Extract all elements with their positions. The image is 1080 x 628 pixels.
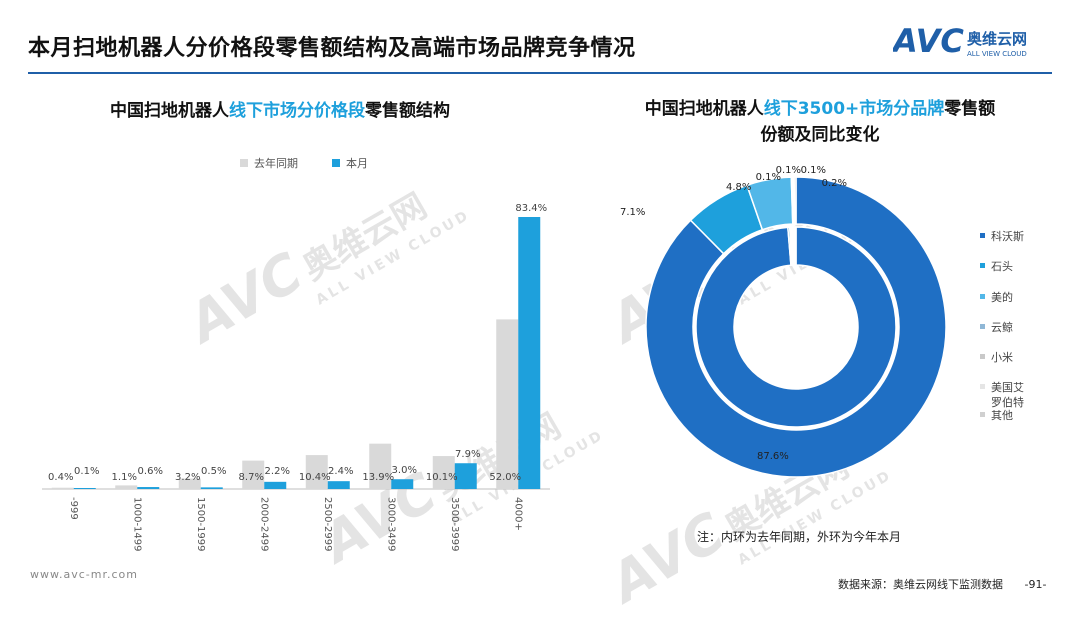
footer-website: www.avc-mr.com [30, 568, 138, 581]
bar-chart: 0.4%0.1% -999 1.1%0.6% 1000-1499 3.2%0.5% 150… [42, 203, 550, 552]
bar-label-this-month: 0.1% [74, 466, 99, 477]
bar-last-year [51, 487, 74, 489]
donut-legend-item: 其他 [980, 408, 1013, 423]
legend-swatch [332, 159, 340, 167]
donut-legend-item: 美的 [980, 290, 1013, 305]
legend-swatch [980, 324, 985, 329]
category-tick-label: 2500-2999 [322, 497, 333, 552]
legend-swatch [980, 233, 985, 238]
bar-label-this-month: 83.4% [515, 203, 547, 214]
donut-slice-label: 0.1% [776, 165, 801, 176]
bar-label-last-year: 52.0% [489, 472, 521, 483]
legend-label: 小米 [991, 351, 1013, 364]
bar-label-last-year: 3.2% [175, 472, 200, 483]
legend-label: 科沃斯 [991, 230, 1024, 243]
legend-swatch [980, 384, 985, 389]
bar-this-month [391, 479, 414, 489]
bar-this-month [137, 487, 160, 489]
legend-swatch [980, 263, 985, 268]
donut-legend-item: 云鲸 [980, 320, 1013, 335]
donut-legend-item: 科沃斯 [980, 229, 1024, 244]
category-tick-label: 3500-3999 [449, 497, 460, 552]
legend-item-this-month: 本月 [332, 155, 368, 171]
legend-label: 其他 [991, 409, 1013, 422]
page-title: 本月扫地机器人分价格段零售额结构及高端市场品牌竞争情况 [28, 36, 636, 61]
bar-last-year [305, 455, 328, 489]
bar-this-month [518, 217, 541, 489]
footer-source: 数据来源：奥维云网线下监测数据 -91- [838, 578, 1047, 591]
category-tick-label: 4000+ [512, 497, 523, 531]
page-number: -91- [1024, 578, 1047, 591]
legend-label: 美的 [991, 291, 1013, 304]
donut-slice-label: 0.1% [801, 165, 826, 176]
legend-swatch [980, 412, 985, 417]
donut-outer-slice [793, 176, 797, 225]
bar-this-month [327, 481, 350, 489]
bar-label-this-month: 2.2% [265, 466, 290, 477]
bar-last-year [178, 478, 201, 489]
legend-swatch [240, 159, 248, 167]
donut-chart-title: 中国扫地机器人线下3500+市场分品牌零售额 份额及同比变化 [644, 99, 996, 145]
bar-label-this-month: 3.0% [392, 465, 417, 476]
bar-this-month [73, 488, 96, 489]
bar-this-month [454, 463, 477, 489]
bar-last-year [115, 485, 138, 489]
category-tick-label: 1000-1499 [131, 497, 142, 552]
donut-inner-slice [793, 226, 797, 266]
bar-label-last-year: 10.1% [426, 472, 458, 483]
bar-last-year [432, 456, 455, 489]
bar-label-this-month: 0.6% [138, 466, 163, 477]
legend-label: 云鲸 [991, 321, 1013, 334]
donut-legend-item: 美国艾 罗伯特 [980, 380, 1024, 410]
bar-this-month [200, 487, 223, 489]
logo-en: ALL VIEW CLOUD [967, 50, 1027, 58]
bar-this-month [264, 481, 287, 489]
chart-note: 注：内环为去年同期，外环为今年本月 [697, 530, 902, 544]
bar-label-this-month: 0.5% [201, 466, 226, 477]
legend-swatch [980, 354, 985, 359]
title-rule [28, 72, 1052, 74]
category-tick-label: 3000-3499 [385, 497, 396, 552]
donut-inner-slice [695, 226, 897, 428]
donut-legend-item: 小米 [980, 350, 1013, 365]
donut-slice-label: 87.6% [757, 451, 789, 462]
donut-slice-label: 0.1% [756, 172, 781, 183]
bar-chart-title: 中国扫地机器人线下市场分价格段零售额结构 [110, 101, 450, 121]
bar-last-year [496, 319, 519, 489]
bar-label-last-year: 8.7% [239, 472, 264, 483]
donut-slice-label: 4.8% [726, 182, 751, 193]
bar-label-last-year: 13.9% [362, 472, 394, 483]
bar-label-last-year: 0.4% [48, 472, 73, 483]
category-tick-label: 2000-2499 [258, 497, 269, 552]
logo-cn: 奥维云网 [967, 30, 1027, 48]
legend-label: 石头 [991, 260, 1013, 273]
donut-slice-label: 7.1% [620, 207, 645, 218]
legend-swatch [980, 294, 985, 299]
legend-item-last-year: 去年同期 [240, 155, 298, 171]
bar-label-this-month: 7.9% [455, 449, 480, 460]
category-tick-label: -999 [68, 497, 79, 520]
donut-legend-item: 石头 [980, 259, 1013, 274]
avc-logo: AVC 奥维云网 ALL VIEW CLOUD [890, 22, 1063, 62]
logo-mark: AVC [893, 22, 964, 60]
bar-label-last-year: 1.1% [112, 472, 137, 483]
bar-label-last-year: 10.4% [299, 472, 331, 483]
category-tick-label: 1500-1999 [195, 497, 206, 552]
donut-chart: 87.6%7.1%4.8%0.1%0.1% 0.1%0.2% [620, 165, 947, 478]
donut-slice-label: 0.2% [822, 178, 847, 189]
bar-last-year [242, 460, 265, 489]
bar-last-year [369, 443, 392, 489]
bar-label-this-month: 2.4% [328, 466, 353, 477]
legend-label: 美国艾 罗伯特 [991, 381, 1024, 409]
